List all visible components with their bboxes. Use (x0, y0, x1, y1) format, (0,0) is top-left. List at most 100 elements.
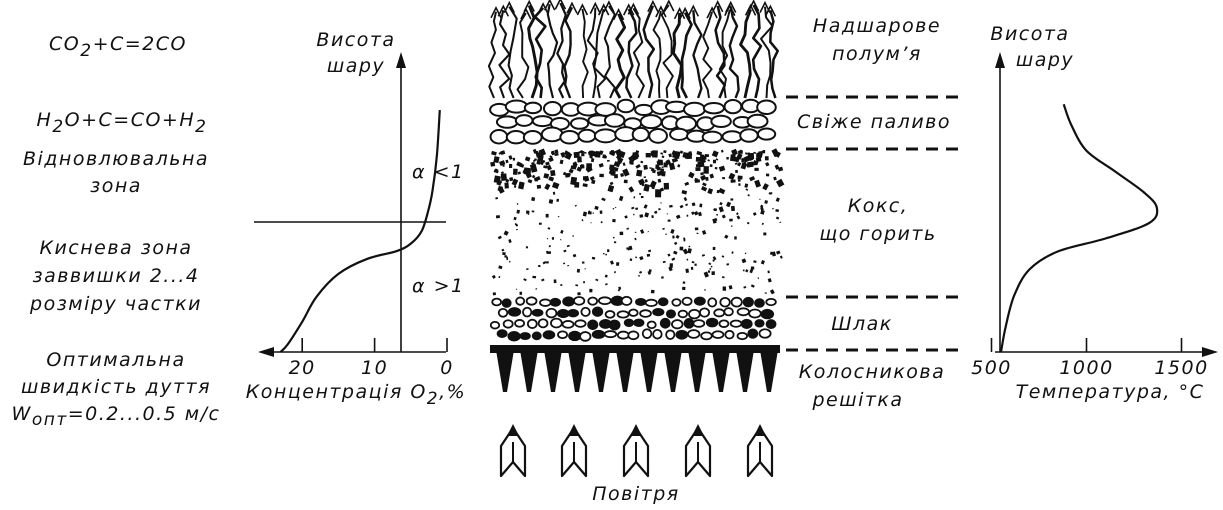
coke-particle (643, 176, 647, 179)
coke-particle (511, 178, 519, 186)
coke-particle (549, 155, 553, 158)
coke-particle (563, 249, 567, 253)
coke-particle (614, 206, 617, 209)
flame-tongue (702, 11, 714, 99)
slag-piece (754, 298, 765, 308)
fuel-lump (542, 101, 563, 117)
x-tick-label: 10 (361, 357, 388, 379)
temp-y-title-line1: Висота (990, 23, 1069, 45)
coke-particle (775, 197, 780, 202)
coke-particle (643, 183, 650, 192)
coke-particle (666, 213, 669, 215)
fuel-lump (683, 101, 706, 117)
coke-particle (679, 204, 684, 209)
x-tick-label: 20 (289, 357, 316, 379)
fuel-lump (702, 101, 725, 115)
coke-particle (628, 156, 634, 161)
coke-particle (548, 176, 555, 182)
coke-particle (617, 289, 620, 292)
fuel-lump (756, 99, 777, 116)
coke-particle (626, 227, 630, 230)
coke-particle (730, 198, 734, 201)
coke-particle (518, 181, 525, 190)
coke-particle (509, 260, 511, 263)
coke-particle (762, 150, 766, 154)
coke-particle (677, 164, 681, 168)
coke-particle (749, 175, 756, 182)
slag-piece (515, 296, 526, 306)
coke-particle (493, 169, 499, 174)
flame-tip (747, 0, 760, 12)
coke-particle (512, 168, 518, 175)
flame-tongue (556, 2, 567, 99)
coke-particle (724, 234, 729, 239)
oxygen-zone-line3: розміру частки (29, 293, 202, 315)
slag-piece (587, 319, 599, 331)
coke-particle (746, 163, 751, 168)
coke-particle (513, 185, 517, 189)
flame-tip (724, 0, 737, 13)
coke-particle (665, 233, 668, 235)
coke-particle (582, 281, 586, 284)
slag-piece (736, 307, 750, 317)
layer-labels: Надшарове полум’я Свіже паливо Кокс, що … (786, 15, 962, 411)
coke-particle (583, 175, 590, 182)
flame-tongue (516, 12, 530, 99)
slag-piece (522, 306, 533, 318)
coke-particle (589, 175, 595, 181)
coke-particle (647, 270, 652, 275)
coke-particle (591, 179, 596, 185)
coke-particle (639, 255, 644, 261)
coke-particle (690, 266, 694, 270)
oxygen-y-title-line1: Висота (316, 29, 395, 51)
coke-particle (516, 202, 519, 205)
coke-particle (691, 260, 695, 264)
coke-particle (749, 163, 752, 167)
coke-particle (676, 151, 680, 156)
fuel-bed-illustration: Повітря (487, 0, 785, 505)
x-tick-label: 500 (971, 357, 1012, 379)
slag-piece (549, 297, 562, 307)
coke-particle (577, 156, 582, 163)
coke-particle (519, 291, 523, 295)
coke-particle (548, 245, 551, 248)
coke-particle (771, 251, 777, 257)
coke-particle (743, 286, 747, 289)
slag-piece (514, 319, 526, 328)
coke-particle (591, 256, 596, 260)
coke-particle (747, 194, 750, 197)
fuel-lump (710, 114, 732, 129)
coke-particle (770, 192, 773, 195)
coke-particle (576, 268, 581, 273)
coke-particle (707, 270, 711, 273)
coke-particle (586, 163, 592, 171)
coke-particle (525, 210, 530, 214)
fresh-fuel-label: Свіже паливо (797, 111, 951, 133)
slag-piece (556, 308, 570, 319)
coke-particle (661, 155, 665, 159)
coke-particle (756, 152, 760, 156)
coke-particle (682, 286, 686, 291)
coke-particle (712, 246, 716, 250)
coke-particle (762, 183, 769, 191)
coke-particle (546, 164, 552, 171)
coke-particle (532, 148, 537, 153)
flame-label-line1: Надшарове (813, 15, 941, 37)
coke-particle (647, 249, 652, 253)
coke-particle (685, 203, 689, 207)
flame-tongue (625, 8, 638, 99)
coke-particle (656, 160, 661, 166)
coke-particle (746, 221, 750, 225)
slag-piece (537, 318, 549, 329)
coke-particle (662, 260, 666, 264)
coke-particle (547, 227, 551, 230)
coke-particle (712, 256, 717, 261)
coke-particle (612, 236, 615, 239)
coke-particle (493, 156, 500, 164)
coke-particle (581, 219, 584, 222)
reduction-zone-line1: Відновлювальна (23, 148, 209, 170)
coke-particle (559, 239, 562, 241)
coke-particle (669, 204, 673, 208)
